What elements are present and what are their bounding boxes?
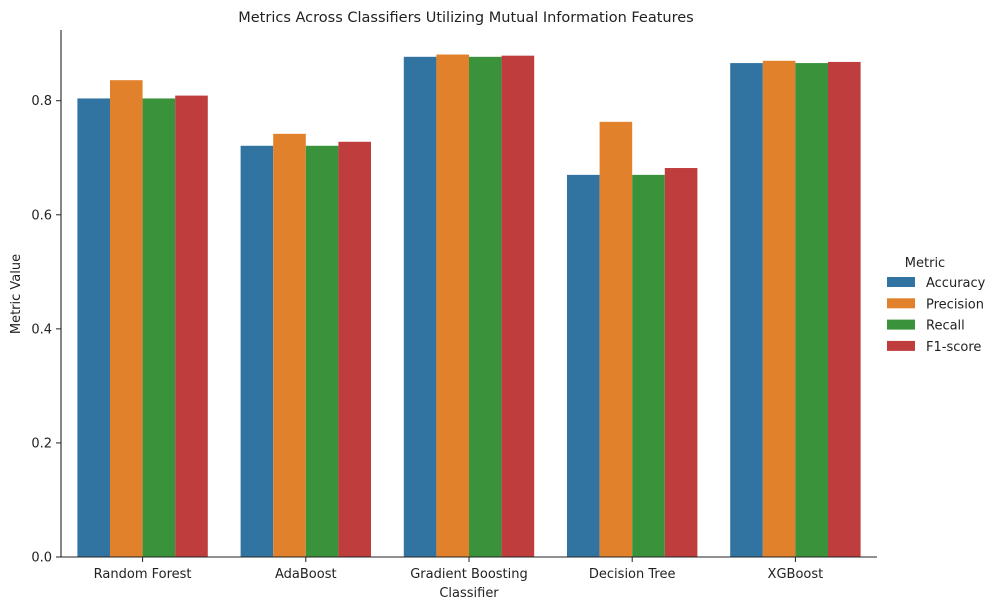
bar-xgboost-accuracy [730,63,763,557]
x-tick-label: Gradient Boosting [410,567,528,582]
legend: Metric Accuracy Precision Recall F1-score [887,256,986,355]
x-tick-label: Random Forest [94,567,192,582]
bar-gradient-boosting-f1-score [501,55,535,558]
legend-swatch-accuracy [887,277,915,287]
bar-decision-tree-f1-score [664,168,698,557]
x-tick-label: AdaBoost [275,567,337,582]
y-tick-label: 0.0 [31,551,52,566]
bar-xgboost-recall [795,63,828,557]
legend-label-recall: Recall [926,319,965,334]
bar-random-forest-recall [142,98,176,557]
x-tick-label: Decision Tree [589,567,676,582]
chart-title: Metrics Across Classifiers Utilizing Mut… [238,10,693,26]
bar-random-forest-accuracy [77,98,110,557]
legend-items: Accuracy Precision Recall F1-score [887,276,986,355]
legend-item-accuracy: Accuracy [887,276,986,291]
bar-decision-tree-accuracy [567,174,600,557]
bar-random-forest-f1-score [175,95,208,557]
x-tick-label: XGBoost [768,567,824,582]
bar-decision-tree-recall [632,174,665,557]
bar-xgboost-f1-score [828,61,861,557]
bar-random-forest-precision [110,80,143,557]
legend-swatch-precision [887,298,915,309]
bar-adaboost-accuracy [240,145,274,557]
bar-adaboost-precision [273,133,306,558]
y-tick-label: 0.8 [31,94,52,109]
y-axis-label: Metric Value [9,254,24,334]
y-tick-label: 0.4 [31,322,52,337]
legend-item-precision: Precision [887,297,984,312]
bar-decision-tree-precision [599,121,633,557]
y-tick-label: 0.6 [31,208,52,223]
x-axis-label: Classifier [439,586,499,601]
legend-item-recall: Recall [887,319,965,334]
legend-title: Metric [905,256,945,271]
legend-swatch-recall [887,319,915,330]
legend-item-f1-score: F1-score [887,340,981,355]
legend-swatch-f1-score [887,340,915,351]
bar-adaboost-recall [305,145,339,557]
bar-gradient-boosting-recall [469,56,502,558]
legend-label-precision: Precision [926,297,984,312]
legend-label-f1-score: F1-score [926,340,981,355]
bar-gradient-boosting-precision [436,54,469,558]
y-tick-label: 0.2 [31,436,52,451]
bar-gradient-boosting-accuracy [403,56,437,558]
bar-xgboost-precision [762,60,796,558]
legend-label-accuracy: Accuracy [926,276,986,291]
bars-layer [77,54,861,558]
bar-adaboost-f1-score [338,141,371,558]
ticks-layer: Random Forest AdaBoost Gradient Boosting De… [31,94,823,582]
